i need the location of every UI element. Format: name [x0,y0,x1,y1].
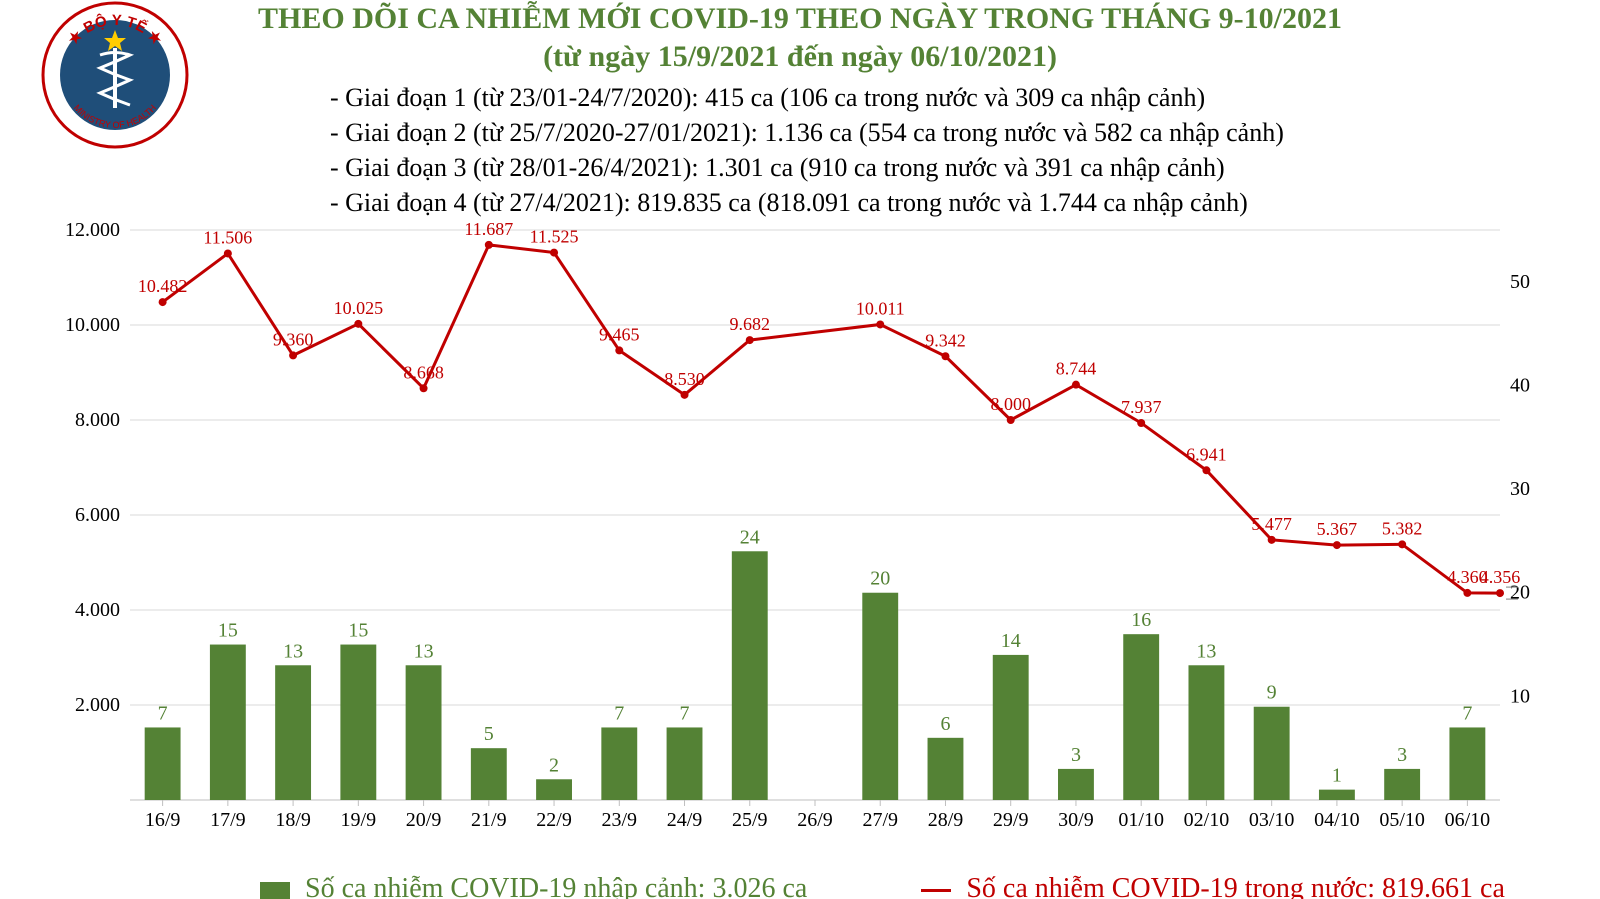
svg-text:13: 13 [283,640,303,662]
svg-text:13: 13 [1196,640,1216,662]
svg-text:30/9: 30/9 [1058,809,1094,831]
svg-text:8.744: 8.744 [1056,359,1097,379]
svg-text:05/10: 05/10 [1379,809,1425,831]
svg-text:02/10: 02/10 [1184,809,1230,831]
svg-text:17/9: 17/9 [210,809,246,831]
svg-text:9.360: 9.360 [273,329,314,349]
legend-bar-swatch [260,882,290,899]
svg-text:10.011: 10.011 [856,298,905,318]
title-line-1: THEO DÕI CA NHIỄM MỚI COVID-19 THEO NGÀY… [0,0,1600,38]
covid-chart: 2.000 4.000 6.000 8.000 10.000 12.000 10 20 30 40… [60,220,1560,840]
phase-line-2: - Giai đoạn 2 (từ 25/7/2020-27/01/2021):… [330,115,1284,150]
svg-text:7: 7 [158,702,168,724]
svg-text:22/9: 22/9 [536,809,572,831]
svg-text:03/10: 03/10 [1249,809,1295,831]
svg-text:9.342: 9.342 [925,330,966,350]
svg-text:6.941: 6.941 [1186,444,1227,464]
svg-text:06/10: 06/10 [1445,809,1491,831]
svg-text:8.668: 8.668 [403,362,444,382]
svg-text:5.477: 5.477 [1251,514,1292,534]
svg-text:50: 50 [1510,271,1530,293]
svg-text:11.525: 11.525 [530,227,579,247]
svg-text:1: 1 [1332,765,1342,787]
covid-chart-svg: 2.000 4.000 6.000 8.000 10.000 12.000 10 20 30 40… [60,220,1560,840]
header-titles: THEO DÕI CA NHIỄM MỚI COVID-19 THEO NGÀY… [0,0,1600,75]
svg-text:29/9: 29/9 [993,809,1029,831]
legend: Số ca nhiễm COVID-19 nhập cảnh: 3.026 ca… [260,873,1505,899]
svg-text:25/9: 25/9 [732,809,768,831]
svg-text:5: 5 [484,723,494,745]
svg-text:7: 7 [614,702,624,724]
svg-text:16/9: 16/9 [145,809,181,831]
svg-text:3: 3 [1397,744,1407,766]
svg-text:11.687: 11.687 [464,220,513,239]
svg-text:11.506: 11.506 [203,227,252,247]
svg-text:24: 24 [740,526,760,548]
svg-text:15: 15 [348,620,368,642]
svg-text:26/9: 26/9 [797,809,833,831]
legend-line-text: Số ca nhiễm COVID-19 trong nước: 819.661… [966,873,1505,899]
phase-block: - Giai đoạn 1 (từ 23/01-24/7/2020): 415 … [330,80,1284,220]
svg-text:23/9: 23/9 [602,809,638,831]
phase-line-1: - Giai đoạn 1 (từ 23/01-24/7/2020): 415 … [330,80,1284,115]
svg-text:24/9: 24/9 [667,809,703,831]
svg-text:7.937: 7.937 [1121,397,1162,417]
legend-bar-text: Số ca nhiễm COVID-19 nhập cảnh: 3.026 ca [305,873,807,899]
svg-text:19/9: 19/9 [341,809,377,831]
svg-text:9: 9 [1267,682,1277,704]
svg-text:20/9: 20/9 [406,809,442,831]
svg-text:12.000: 12.000 [65,220,120,241]
svg-text:7: 7 [1462,702,1472,724]
svg-text:6: 6 [940,713,950,735]
svg-text:4.356: 4.356 [1480,567,1521,587]
svg-text:04/10: 04/10 [1314,809,1360,831]
svg-text:21/9: 21/9 [471,809,507,831]
svg-text:10.000: 10.000 [65,314,120,336]
svg-text:01/10: 01/10 [1118,809,1164,831]
svg-text:13: 13 [414,640,434,662]
phase-line-4: - Giai đoạn 4 (từ 27/4/2021): 819.835 ca… [330,185,1284,220]
svg-text:9.682: 9.682 [730,314,771,334]
svg-text:7: 7 [680,702,690,724]
svg-text:8.000: 8.000 [990,394,1031,414]
svg-text:8.530: 8.530 [664,369,705,389]
svg-text:3: 3 [1071,744,1081,766]
svg-text:30: 30 [1510,478,1530,500]
svg-text:10: 10 [1510,685,1530,707]
svg-text:16: 16 [1131,609,1151,631]
svg-text:14: 14 [1001,630,1021,652]
svg-text:5.367: 5.367 [1317,519,1358,539]
svg-text:5.382: 5.382 [1382,518,1423,538]
svg-text:2: 2 [549,754,559,776]
svg-text:6.000: 6.000 [75,504,120,526]
chart-page: ★ BỘ Y TẾ ★ MINISTRY OF HEALTH THEO DÕI … [0,0,1600,899]
svg-text:28/9: 28/9 [928,809,964,831]
legend-line-swatch [921,889,951,892]
svg-text:20: 20 [870,568,890,590]
svg-text:8.000: 8.000 [75,409,120,431]
svg-text:40: 40 [1510,374,1530,396]
svg-text:15: 15 [218,620,238,642]
svg-text:27/9: 27/9 [862,809,898,831]
svg-text:9.465: 9.465 [599,324,640,344]
svg-text:4.000: 4.000 [75,599,120,621]
title-line-2: (từ ngày 15/9/2021 đến ngày 06/10/2021) [0,38,1600,76]
svg-text:10.482: 10.482 [138,276,188,296]
phase-line-3: - Giai đoạn 3 (từ 28/01-26/4/2021): 1.30… [330,150,1284,185]
svg-text:18/9: 18/9 [275,809,311,831]
svg-text:2.000: 2.000 [75,694,120,716]
svg-text:10.025: 10.025 [334,298,384,318]
